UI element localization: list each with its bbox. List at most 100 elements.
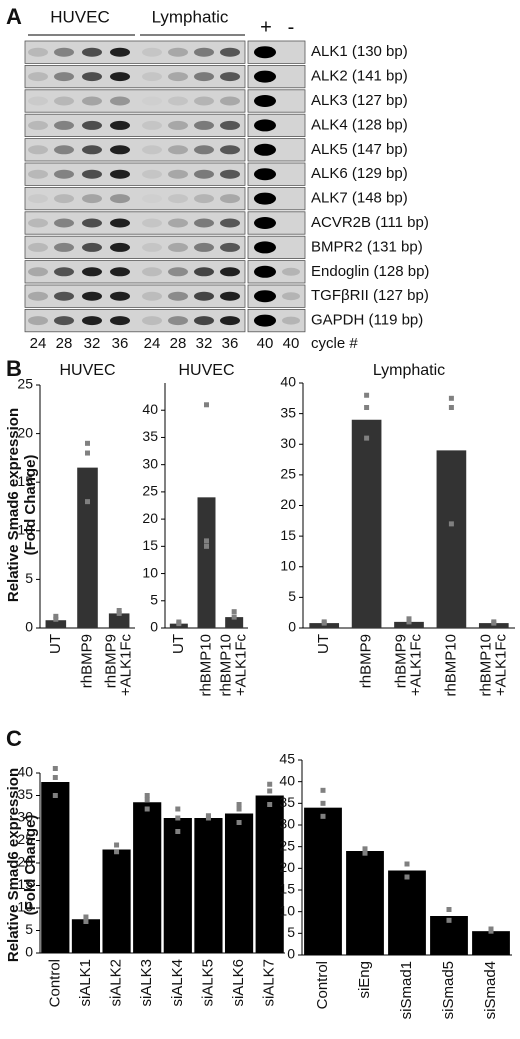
y-tick-label: 10 — [17, 899, 33, 915]
y-tick-label: 25 — [17, 376, 33, 392]
cycle-label: 32 — [84, 335, 101, 352]
gel-band — [110, 145, 130, 155]
replicate-point — [362, 846, 368, 852]
y-tick-label: 20 — [279, 859, 295, 875]
gel-band — [168, 96, 188, 106]
y-tick-label: 15 — [280, 527, 296, 543]
gel-band — [194, 218, 214, 228]
gel-band — [110, 47, 130, 57]
gel-lane-box — [24, 113, 246, 137]
replicate-point — [236, 802, 242, 807]
gel-band — [168, 145, 188, 155]
gel-band — [168, 267, 188, 277]
gel-band — [82, 316, 102, 326]
x-tick-label: Control — [314, 961, 331, 1009]
x-tick-label: +ALK1Fc — [492, 634, 509, 697]
y-tick-label: 20 — [280, 496, 296, 512]
gel-header: Lymphatic — [152, 7, 229, 26]
replicate-point — [85, 499, 90, 505]
gel-row-label: ALK2 (141 bp) — [311, 68, 408, 85]
gel-band — [220, 96, 240, 106]
x-tick-label: +ALK1Fc — [407, 634, 424, 697]
replicate-point — [491, 619, 497, 625]
bar — [45, 620, 67, 628]
bar — [197, 497, 216, 628]
gel-band — [168, 169, 188, 179]
y-tick-label: 0 — [25, 619, 33, 635]
x-tick-label: siALK6 — [230, 959, 247, 1007]
y-tick-label: 5 — [150, 591, 158, 607]
gel-band — [194, 96, 214, 106]
y-tick-label: 40 — [279, 772, 295, 788]
chart-title: HUVEC — [59, 362, 115, 379]
replicate-point — [267, 802, 273, 807]
gel-band — [110, 169, 130, 179]
gel-band — [82, 194, 102, 204]
gel-band — [54, 218, 74, 228]
gel-lane-box — [24, 235, 246, 259]
replicate-point — [362, 850, 368, 856]
y-tick-label: 40 — [17, 764, 33, 780]
gel-band — [220, 194, 240, 204]
y-tick-label: 35 — [280, 404, 296, 420]
gel-band — [28, 194, 48, 204]
gel-band — [220, 218, 240, 228]
bar — [102, 849, 131, 953]
gel-band — [282, 316, 300, 325]
y-tick-label: 25 — [142, 483, 158, 499]
gel-lane-box — [24, 89, 246, 113]
replicate-point — [52, 775, 58, 780]
x-tick-label: rhBMP9 — [358, 634, 375, 688]
panel-label: A — [6, 4, 22, 29]
gel-band — [220, 316, 240, 326]
gel-band — [82, 120, 102, 130]
replicate-point — [114, 849, 120, 855]
replicate-point — [116, 608, 122, 614]
gel-band — [142, 169, 162, 179]
replicate-point — [144, 797, 150, 803]
gel-band — [54, 291, 74, 301]
y-tick-label: 25 — [17, 831, 33, 847]
replicate-point — [320, 787, 326, 793]
gel-band — [254, 46, 276, 59]
bar — [436, 450, 467, 628]
gel-band — [28, 169, 48, 179]
y-tick-label: 0 — [25, 944, 33, 960]
replicate-point — [406, 619, 412, 625]
replicate-point — [52, 793, 58, 798]
replicate-point — [204, 538, 209, 544]
replicate-point — [446, 907, 452, 912]
gel-band — [54, 47, 74, 57]
gel-lane-box — [24, 186, 246, 211]
cycle-label: 36 — [222, 335, 239, 352]
gel-band — [54, 267, 74, 277]
x-tick-label: UT — [47, 634, 64, 654]
replicate-point — [83, 919, 89, 924]
x-tick-label: rhBMP10 — [197, 634, 214, 697]
gel-row-label: ALK6 (129 bp) — [311, 165, 408, 182]
gel-band — [194, 291, 214, 301]
replicate-point — [205, 813, 211, 819]
y-tick-label: 15 — [17, 473, 33, 489]
y-tick-label: 5 — [287, 924, 295, 940]
gel-band — [168, 120, 188, 130]
gel-band — [82, 218, 102, 228]
gel-band — [220, 291, 240, 301]
x-tick-label: +ALK1Fc — [233, 634, 250, 697]
gel-band — [28, 47, 48, 57]
gel-band — [142, 267, 162, 277]
gel-band — [254, 70, 276, 83]
gel-lane-box — [24, 40, 246, 64]
gel-band — [282, 292, 300, 301]
gel-lane-box — [24, 162, 246, 186]
bar — [394, 621, 424, 628]
gel-band — [220, 169, 240, 179]
gel-row-label: ALK7 (148 bp) — [311, 190, 408, 207]
y-tick-label: 20 — [142, 510, 158, 526]
gel-band — [54, 72, 74, 82]
gel-band — [220, 267, 240, 277]
gel-band — [168, 72, 188, 82]
gel-band — [28, 316, 48, 326]
bar — [41, 782, 70, 953]
